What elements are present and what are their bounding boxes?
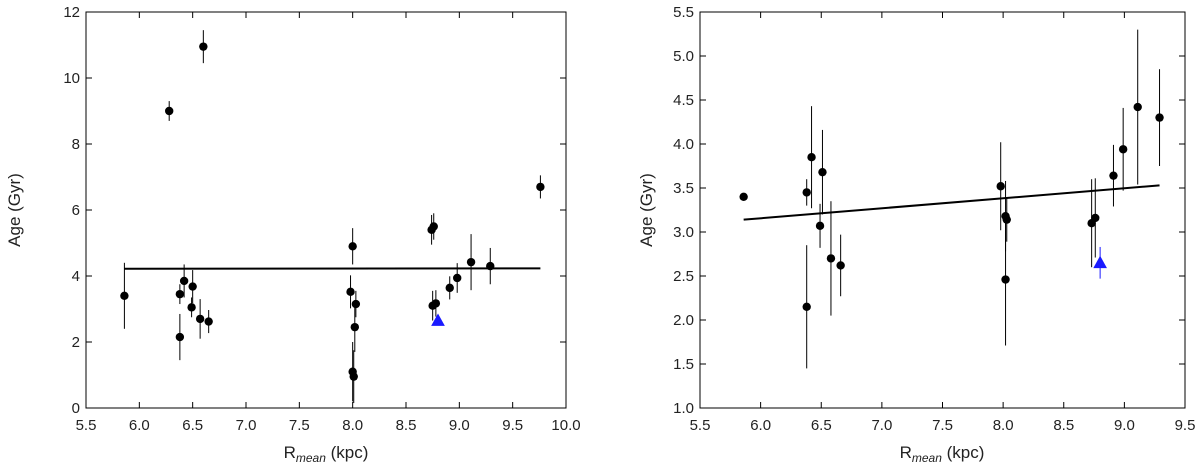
left-axis-ticks: 5.5 6.0 6.5 7.0 7.5 8.0 8.5 9.0 9.5 10.0 0 2 4 6 8 10 12 [63,4,580,434]
left-data-point [429,222,438,231]
left-data-point [204,317,213,326]
left-data-point [466,257,476,267]
left-y-tick-label: 8 [72,136,80,153]
left-data-point [350,322,359,332]
right-data-point [1091,213,1100,223]
left-data-point [165,106,174,116]
left-data-points [120,30,545,404]
right-fit-line-group [743,184,1160,221]
left-x-axis-title: Rmean (kpc) [284,443,369,465]
right-axis-ticks: 5.5 6.0 6.5 7.0 7.5 8.0 8.5 9.0 9.5 1.0 1.5 2.0 2.5 3… [673,4,1195,434]
right-data-point [826,254,836,263]
right-data-point [1133,102,1142,112]
right-y-tick-label: 4.5 [673,92,694,109]
left-data-point [453,273,462,283]
left-x-tick-label: 6.0 [129,417,150,434]
left-data-point [179,276,189,286]
left-x-tick-label: 6.5 [182,417,203,434]
right-plot-frame [699,11,1186,409]
right-x-tick-label: 7.0 [871,417,892,434]
left-y-tick-label: 0 [72,400,80,417]
right-data-point [1155,113,1164,122]
right-y-tick-label: 5.5 [673,4,694,21]
left-data-point [351,299,361,309]
left-data-point [486,261,495,271]
right-data-point [836,261,845,270]
left-x-tick-label: 7.5 [289,417,310,434]
right-y-tick-label: 2.5 [673,268,694,285]
left-plot-frame [85,11,567,409]
left-data-point [346,287,355,297]
left-data-point [175,289,185,299]
left-data-point [348,242,357,251]
right-x-tick-label: 7.5 [932,417,953,434]
right-y-tick-label: 3.5 [673,180,694,197]
right-data-point [996,182,1005,191]
left-data-point [195,314,205,324]
right-y-axis-title: Age (Gyr) [637,173,656,247]
right-fit-line [743,184,1160,221]
left-y-tick-label: 2 [72,334,80,351]
left-data-point [175,332,185,342]
right-y-tick-label: 4.0 [673,136,694,153]
left-data-point [431,299,441,308]
right-data-point [1001,275,1010,284]
right-data-points [739,29,1164,369]
right-y-tick-label: 1.5 [673,356,694,373]
left-y-tick-label: 6 [72,202,80,219]
right-data-point [818,167,827,177]
left-y-tick-label: 4 [72,268,80,285]
left-y-axis-title: Age (Gyr) [5,173,24,247]
left-x-tick-label: 9.0 [449,417,470,434]
right-data-point [807,153,816,162]
right-y-tick-label: 5.0 [673,48,694,65]
right-x-tick-label: 9.5 [1175,417,1196,434]
right-reference-triangle [1093,255,1107,269]
left-data-point [199,42,208,51]
right-y-tick-label: 2.0 [673,312,694,329]
right-x-tick-label: 6.0 [750,417,771,434]
right-x-tick-label: 6.5 [811,417,832,434]
right-data-point [1109,171,1118,180]
left-chart-panel: 5.5 6.0 6.5 7.0 7.5 8.0 8.5 9.0 9.5 10.0 0 2 4 6 8 10 12… [5,4,581,465]
left-data-point [445,283,454,293]
right-data-point [802,188,811,197]
right-x-tick-label: 8.0 [993,417,1014,434]
right-data-point [802,302,811,311]
left-data-point [187,303,196,312]
left-x-tick-label: 7.0 [236,417,257,434]
left-reference-triangle [431,313,445,326]
right-y-tick-label: 1.0 [673,400,694,417]
right-x-tick-label: 5.5 [690,417,711,434]
left-data-point [536,182,545,192]
left-x-tick-label: 9.5 [502,417,523,434]
right-data-point [815,221,825,231]
left-x-tick-label: 10.0 [551,417,580,434]
right-y-tick-label: 3.0 [673,224,694,241]
left-y-tick-label: 12 [63,4,80,21]
left-x-tick-label: 8.0 [342,417,363,434]
right-data-point [1118,145,1128,154]
right-chart-panel: 5.5 6.0 6.5 7.0 7.5 8.0 8.5 9.0 9.5 1.0 1.5 2.0 2.5 3… [637,4,1195,465]
right-x-tick-label: 9.0 [1114,417,1135,434]
left-data-point [188,282,197,291]
left-data-point [349,372,358,381]
left-data-point [120,291,129,300]
left-y-tick-label: 10 [63,70,80,87]
left-x-tick-label: 8.5 [396,417,417,434]
right-data-point [739,192,748,201]
right-x-axis-title: Rmean (kpc) [900,443,985,465]
right-x-tick-label: 8.5 [1053,417,1074,434]
right-data-point [1002,215,1011,224]
left-x-tick-label: 5.5 [76,417,97,434]
